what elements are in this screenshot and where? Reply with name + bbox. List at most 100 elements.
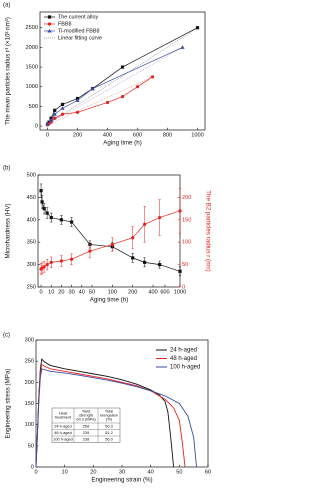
x-tick-label: 800 — [163, 132, 172, 138]
y-tick-label: 250 — [27, 284, 36, 290]
y-tick-label: 250 — [25, 359, 34, 365]
y2-tick-label: 50 — [182, 262, 188, 268]
y2-axis-label: The B2 particles radius r (nm) — [204, 190, 211, 272]
series-line — [35, 358, 175, 468]
table-cell: 100 h-aged — [53, 436, 73, 441]
table-header: Heat — [59, 410, 68, 415]
x-tick-label: 10 — [48, 289, 54, 295]
y-tick-label: 300 — [27, 262, 36, 268]
table-frame — [51, 407, 121, 443]
y-tick-label: 300 — [25, 337, 34, 343]
table-cell: 48 h-aged — [54, 430, 72, 435]
table-cell: 258 — [83, 423, 90, 428]
chart-panel: (c) 0 10 20 30 40 50 60 0 50 100 150 200 250 300 Engine… — [3, 333, 211, 484]
table-cell: 239 — [83, 430, 90, 435]
marker — [59, 259, 64, 263]
x-tick-label: 1000 — [174, 289, 186, 295]
marker — [53, 108, 57, 112]
legend-label: FBB8 — [58, 21, 71, 27]
marker — [60, 106, 65, 110]
x-tick-label: 0 — [34, 469, 37, 475]
x-tick-label: 0 — [39, 289, 42, 295]
x-tick-label: 100 — [108, 289, 117, 295]
marker — [69, 257, 74, 261]
table-header: Total — [105, 408, 113, 413]
marker — [75, 110, 80, 114]
marker — [120, 65, 125, 69]
marker — [52, 112, 57, 116]
x-tick-label: 20 — [58, 289, 64, 295]
y-tick-label: 1000 — [26, 84, 38, 90]
marker — [40, 200, 44, 204]
marker — [143, 260, 147, 264]
y2-tick-label: 200 — [182, 195, 191, 201]
marker — [178, 269, 182, 273]
legend-label: 24 h-aged — [170, 348, 197, 354]
marker — [135, 85, 140, 89]
x-axis-label: Aging time (h) — [90, 297, 129, 304]
marker — [53, 116, 57, 120]
series-line — [40, 190, 181, 272]
marker — [45, 122, 50, 126]
fit-line — [47, 47, 183, 125]
marker — [47, 22, 52, 26]
y-tick-label: 0 — [35, 124, 38, 130]
marker — [143, 222, 147, 226]
x-tick-label: 400 — [148, 289, 157, 295]
y-tick-label: 100 — [25, 422, 34, 428]
y-tick-label: 1500 — [26, 65, 38, 71]
legend-label: 100 h-aged — [170, 365, 200, 371]
marker — [105, 100, 110, 105]
marker — [49, 260, 53, 264]
table-cell: 238 — [83, 436, 90, 441]
marker — [45, 263, 49, 267]
panel-label: (c) — [3, 333, 10, 339]
legend-label: 48 h-aged — [170, 356, 197, 362]
y-tick-label: 200 — [25, 380, 34, 386]
x-tick-label: 200 — [128, 289, 137, 295]
x-tick-label: 30 — [119, 469, 125, 475]
fit-line — [47, 76, 153, 126]
y2-tick-label: 150 — [182, 217, 191, 223]
y-tick-label: 350 — [27, 240, 36, 246]
x-tick-label: 10 — [62, 469, 68, 475]
marker — [60, 112, 65, 116]
plot-frame — [37, 174, 181, 288]
table-header: treatment — [55, 415, 72, 420]
table-cell: 51.2 — [105, 430, 113, 435]
y-tick-label: 50 — [28, 443, 34, 449]
x-tick-label: 50 — [176, 469, 182, 475]
marker — [42, 207, 46, 211]
marker — [158, 215, 162, 220]
panel-label: (a) — [3, 3, 10, 9]
marker — [75, 98, 80, 102]
marker — [69, 220, 74, 224]
marker — [150, 75, 155, 79]
marker — [47, 28, 52, 33]
x-tick-label: 200 — [73, 132, 82, 138]
x-tick-label: 20 — [90, 469, 96, 475]
marker — [49, 215, 53, 220]
marker — [120, 94, 125, 99]
y-tick-label: 450 — [27, 195, 36, 201]
y-tick-label: 2500 — [26, 25, 38, 31]
table-header: strength — [79, 413, 93, 418]
marker — [45, 211, 49, 215]
y-tick-label: 150 — [25, 401, 34, 407]
marker — [180, 45, 185, 49]
x-tick-label: 30 — [68, 289, 74, 295]
marker — [39, 189, 43, 193]
x-axis-label: Aging time (h) — [103, 140, 142, 147]
x-tick-label: 400 — [103, 132, 112, 138]
fit-line — [47, 27, 198, 125]
marker — [47, 15, 52, 19]
marker — [131, 236, 135, 240]
table-cell: 50.3 — [105, 423, 113, 428]
figure: (a)0 200 400 600 800 100005001000150020002500… — [3, 3, 211, 484]
table-header: σ0.2 (MPa) — [76, 417, 96, 422]
marker — [42, 265, 46, 269]
x-tick-label: 600 — [160, 289, 169, 295]
marker — [195, 26, 200, 30]
chart-panel: (b)0 10 20 30 40 50 100 200 400 600 10002503003504… — [3, 166, 211, 304]
